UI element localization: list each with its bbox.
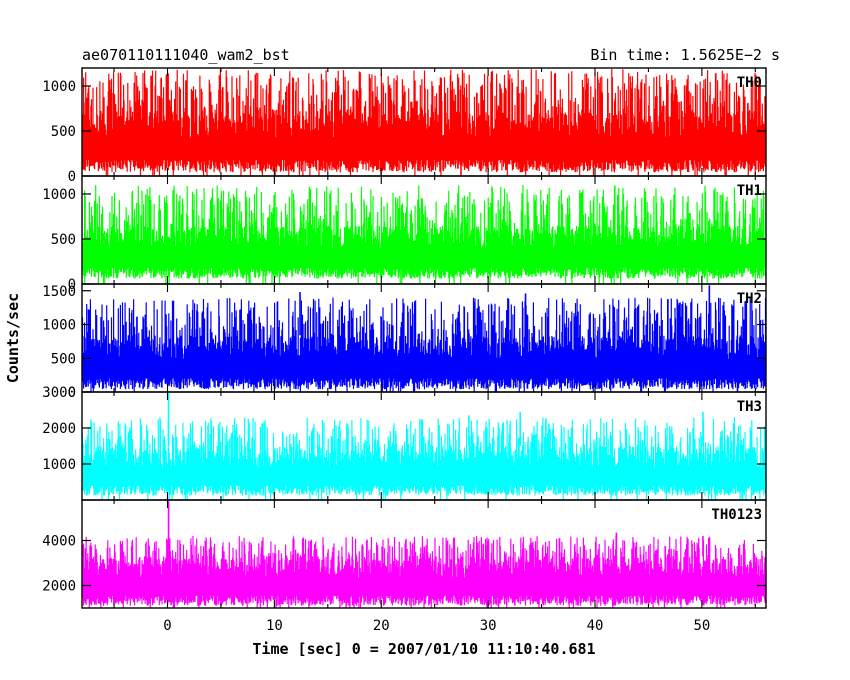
panel-th0: 0 500 1000 TH0 bbox=[42, 67, 767, 185]
series-core-th0 bbox=[83, 138, 765, 161]
series-th1 bbox=[82, 185, 766, 284]
x-tick-label: 10 bbox=[266, 618, 283, 634]
y-tick-label: 0 bbox=[68, 385, 76, 401]
y-tick-label: 3000 bbox=[42, 385, 76, 401]
chart-title-left: ae070110111040_wam2_bst bbox=[82, 46, 290, 64]
series-core-th2 bbox=[83, 359, 765, 379]
series-th3 bbox=[82, 417, 766, 500]
x-tick-label: 40 bbox=[587, 618, 604, 634]
y-tick-label: 0 bbox=[68, 277, 76, 293]
series-core-th1 bbox=[83, 249, 765, 268]
y-tick-label: 500 bbox=[51, 351, 76, 367]
x-tick-label: 30 bbox=[480, 618, 497, 634]
y-tick-label: 1000 bbox=[42, 79, 76, 95]
y-axis-label: Counts/sec bbox=[4, 293, 22, 383]
y-tick-label: 500 bbox=[51, 232, 76, 248]
y-tick-label: 1000 bbox=[42, 318, 76, 334]
x-tick-label: 50 bbox=[693, 618, 710, 634]
panel-label-th1: TH1 bbox=[737, 183, 762, 199]
panel-label-th0: TH0 bbox=[737, 75, 762, 91]
y-tick-label: 0 bbox=[68, 169, 76, 185]
x-tick-label: 20 bbox=[373, 618, 390, 634]
panel-frame bbox=[81, 499, 767, 609]
panel-th3: 1000 2000 3000 TH3 bbox=[42, 385, 767, 501]
chart-title-right: Bin time: 1.5625E−2 s bbox=[590, 46, 780, 64]
y-tick-label: 1000 bbox=[42, 187, 76, 203]
series-core-th3 bbox=[83, 468, 765, 486]
panel-label-th0123: TH0123 bbox=[711, 507, 762, 523]
panel-label-th2: TH2 bbox=[737, 291, 762, 307]
series-th0123 bbox=[82, 536, 766, 608]
panel-th2: 0 500 1000 1500 TH2 bbox=[42, 283, 767, 401]
x-axis-label: Time [sec] 0 = 2007/01/10 11:10:40.681 bbox=[252, 640, 595, 658]
x-tick-label: 0 bbox=[163, 618, 171, 634]
panel-th0123: 2000 4000 TH0123 bbox=[42, 499, 767, 609]
y-tick-label: 1000 bbox=[42, 457, 76, 473]
y-tick-label: 1500 bbox=[42, 284, 76, 300]
y-tick-label: 4000 bbox=[42, 534, 76, 550]
panel-label-th3: TH3 bbox=[737, 399, 762, 415]
y-tick-label: 2000 bbox=[42, 579, 76, 595]
y-tick-label: 2000 bbox=[42, 421, 76, 437]
panel-th1: 0 500 1000 TH1 bbox=[42, 175, 767, 293]
series-core-th0123 bbox=[83, 578, 765, 596]
y-tick-label: 500 bbox=[51, 124, 76, 140]
